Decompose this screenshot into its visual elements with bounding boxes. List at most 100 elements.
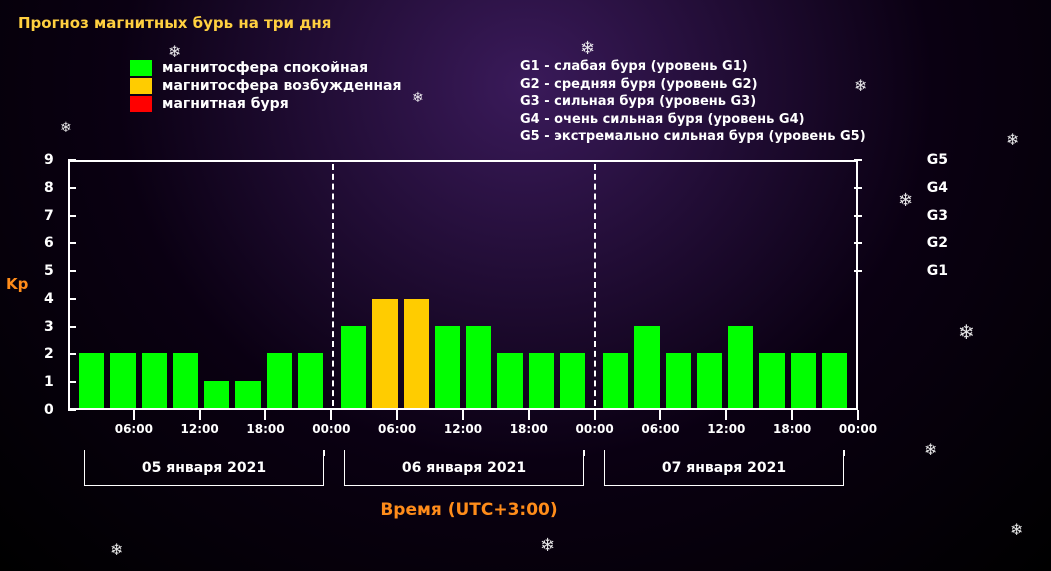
bar — [603, 353, 628, 408]
bar — [529, 353, 554, 408]
snowflake-icon: ❄ — [168, 42, 181, 61]
bar — [142, 353, 167, 408]
bar — [372, 299, 397, 408]
snowflake-icon: ❄ — [854, 76, 867, 95]
x-tick-label: 12:00 — [707, 422, 745, 436]
x-tick-mark — [659, 410, 661, 420]
x-tick-mark — [462, 410, 464, 420]
bar — [404, 299, 429, 408]
y2-tick: G3 — [927, 208, 948, 224]
snowflake-icon: ❄ — [110, 540, 123, 559]
date-label: 05 января 2021 — [84, 456, 324, 486]
x-tick-label: 18:00 — [773, 422, 811, 436]
y2-tick: G5 — [927, 152, 948, 168]
y-tick: 7 — [44, 208, 54, 224]
bar — [697, 353, 722, 408]
x-tick-label: 06:00 — [115, 422, 153, 436]
y-tick-mark — [68, 353, 76, 355]
legend-item: магнитная буря — [130, 96, 401, 112]
bar — [235, 381, 260, 408]
y-tick: 1 — [44, 374, 54, 390]
y-tick-mark — [68, 159, 76, 161]
y2-tick: G1 — [927, 263, 948, 279]
x-tick-label: 12:00 — [444, 422, 482, 436]
day-group — [594, 162, 856, 408]
g-level-line: G2 - средняя буря (уровень G2) — [520, 76, 866, 94]
g-level-line: G1 - слабая буря (уровень G1) — [520, 58, 866, 76]
legend-swatch — [130, 78, 152, 94]
bar — [79, 353, 104, 408]
day-group — [70, 162, 332, 408]
plot-area — [68, 160, 858, 410]
bar — [791, 353, 816, 408]
bar — [497, 353, 522, 408]
legend-swatch — [130, 60, 152, 76]
y-tick: 9 — [44, 152, 54, 168]
y-tick-mark — [68, 242, 76, 244]
snowflake-icon: ❄ — [1006, 130, 1019, 149]
legend-label: магнитосфера спокойная — [162, 60, 368, 76]
bar — [728, 326, 753, 408]
g-level-line: G4 - очень сильная буря (уровень G4) — [520, 111, 866, 129]
bar — [204, 381, 229, 408]
bar — [634, 326, 659, 408]
snowflake-icon: ❄ — [580, 38, 595, 59]
y2-tick-mark — [854, 159, 862, 161]
y2-tick: G4 — [927, 180, 948, 196]
x-tick-label: 06:00 — [641, 422, 679, 436]
y-tick: 8 — [44, 180, 54, 196]
x-tick-mark — [528, 410, 530, 420]
bar — [173, 353, 198, 408]
bar — [341, 326, 366, 408]
y-tick-mark — [68, 409, 76, 411]
x-tick-mark — [199, 410, 201, 420]
y-tick-mark — [68, 215, 76, 217]
y-axis-label: Kp — [6, 275, 28, 293]
day-separator — [332, 164, 334, 406]
x-tick-label: 18:00 — [510, 422, 548, 436]
y-tick: 3 — [44, 319, 54, 335]
x-tick-mark — [133, 410, 135, 420]
bar — [435, 326, 460, 408]
snowflake-icon: ❄ — [1010, 520, 1023, 539]
y-tick: 6 — [44, 235, 54, 251]
y-tick-mark — [68, 326, 76, 328]
x-tick-label: 12:00 — [181, 422, 219, 436]
day-separator — [594, 164, 596, 406]
legend-label: магнитная буря — [162, 96, 289, 112]
x-tick-label: 00:00 — [839, 422, 877, 436]
page-title: Прогноз магнитных бурь на три дня — [18, 14, 331, 32]
legend-item: магнитосфера возбужденная — [130, 78, 401, 94]
g-level-line: G5 - экстремально сильная буря (уровень … — [520, 128, 866, 146]
y-tick: 5 — [44, 263, 54, 279]
snowflake-icon: ❄ — [958, 320, 975, 344]
date-label: 07 января 2021 — [604, 456, 844, 486]
y2-tick-mark — [854, 270, 862, 272]
y2-tick-mark — [854, 215, 862, 217]
date-boxes: 05 января 202106 января 202107 января 20… — [84, 456, 844, 486]
x-tick-mark — [791, 410, 793, 420]
x-day-group: 06:0012:0018:0000:00 — [331, 414, 594, 450]
y-tick: 2 — [44, 346, 54, 362]
kp-chart: Kp 0123456789 G1G2G3G4G5 06:0012:0018:00… — [34, 160, 904, 500]
x-tick-label: 06:00 — [378, 422, 416, 436]
g-level-line: G3 - сильная буря (уровень G3) — [520, 93, 866, 111]
x-tick-mark — [857, 410, 859, 420]
legend-swatch — [130, 96, 152, 112]
x-tick-mark — [264, 410, 266, 420]
legend-status: магнитосфера спокойная магнитосфера возбу… — [130, 60, 401, 114]
snowflake-icon: ❄ — [412, 90, 424, 106]
y-tick-mark — [68, 270, 76, 272]
x-tick-mark — [725, 410, 727, 420]
bars-container — [70, 162, 856, 408]
bar — [298, 353, 323, 408]
y2-tick-mark — [854, 187, 862, 189]
day-group — [332, 162, 594, 408]
legend-g-levels: G1 - слабая буря (уровень G1)G2 - средня… — [520, 58, 866, 146]
y-tick-mark — [68, 381, 76, 383]
y-tick: 4 — [44, 291, 54, 307]
bar — [466, 326, 491, 408]
x-tick-label: 18:00 — [246, 422, 284, 436]
bar — [110, 353, 135, 408]
legend-item: магнитосфера спокойная — [130, 60, 401, 76]
